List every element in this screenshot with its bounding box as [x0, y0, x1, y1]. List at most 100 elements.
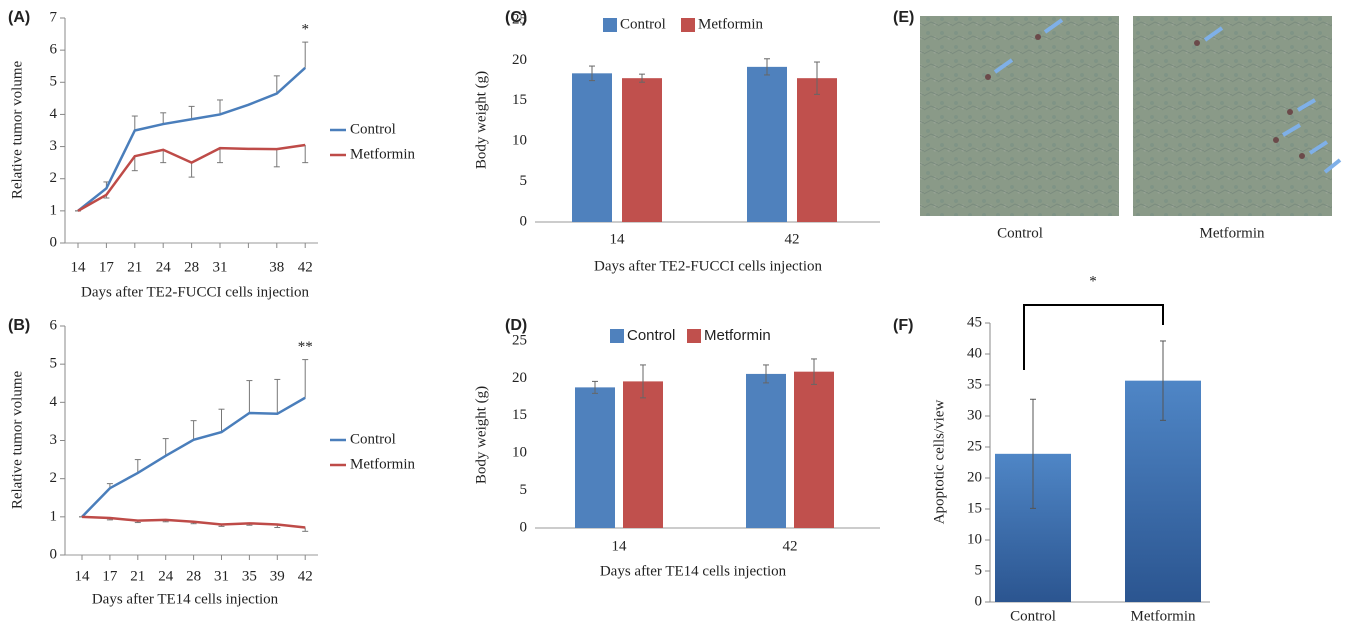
x-tick-label: 17 — [99, 259, 115, 275]
y-axis-label: Relative tumor volume — [9, 371, 25, 510]
y-tick-label: 5 — [50, 74, 58, 90]
x-tick-label: 14 — [610, 231, 626, 247]
bar — [747, 66, 787, 222]
apoptotic-cell — [1035, 34, 1041, 40]
x-tick-label: 38 — [269, 259, 284, 275]
y-tick-label: 35 — [967, 376, 982, 392]
apoptotic-cell — [985, 74, 991, 80]
y-tick-label: 0 — [520, 213, 528, 229]
y-tick-label: 2 — [50, 470, 58, 486]
x-tick-label: 14 — [75, 568, 91, 584]
y-tick-label: 45 — [967, 314, 982, 330]
error-bar — [134, 459, 141, 473]
panel-label: (B) — [8, 317, 30, 334]
legend-label: Control — [350, 431, 396, 447]
annotation: ** — [298, 339, 313, 355]
x-tick-label: 42 — [785, 231, 800, 247]
panel-label: (F) — [893, 317, 913, 334]
error-bar — [131, 156, 138, 172]
x-axis-label: Days after TE14 cells injection — [600, 563, 787, 579]
y-axis-label: Body weight (g) — [473, 386, 489, 484]
legend-label: Metformin — [698, 16, 763, 32]
y-tick-label: 1 — [50, 202, 58, 218]
error-bar — [302, 41, 309, 68]
panel-label: (E) — [893, 9, 914, 26]
legend-label: Metformin — [350, 456, 415, 472]
apoptotic-cell — [1287, 109, 1293, 115]
error-bar — [246, 380, 253, 414]
y-tick-label: 0 — [975, 593, 983, 609]
legend-label: Control — [620, 16, 666, 32]
legend-label: Metformin — [350, 146, 415, 162]
error-bar — [188, 162, 195, 178]
error-bar — [639, 73, 645, 83]
error-bar — [814, 61, 820, 95]
y-tick-label: 4 — [50, 394, 58, 410]
y-tick-label: 10 — [512, 133, 527, 149]
y-tick-label: 30 — [967, 407, 982, 423]
y-tick-label: 2 — [50, 170, 58, 186]
y-tick-label: 0 — [50, 546, 58, 562]
legend-label: Metformin — [704, 327, 771, 344]
data-line — [81, 515, 306, 529]
x-tick-label: 39 — [270, 568, 285, 584]
error-bar — [160, 112, 167, 125]
micrograph-image — [920, 16, 1119, 216]
bar — [572, 73, 612, 222]
x-axis-label: Days after TE2-FUCCI cells injection — [81, 284, 310, 300]
legend-label: Control — [350, 121, 396, 137]
x-tick-label: 42 — [298, 259, 313, 275]
x-tick-label: 21 — [127, 259, 142, 275]
panel-label: (A) — [8, 9, 30, 26]
y-tick-label: 0 — [50, 234, 58, 250]
y-axis-label: Relative tumor volume — [9, 61, 25, 200]
x-tick-label: Metformin — [1131, 608, 1196, 623]
legend-swatch — [681, 18, 695, 32]
y-tick-label: 5 — [50, 356, 58, 372]
y-tick-label: 40 — [967, 345, 982, 361]
annotation: * — [301, 22, 309, 38]
micrograph-image — [1133, 16, 1332, 216]
error-bar — [131, 115, 138, 131]
error-bar — [302, 359, 309, 398]
apoptotic-cell — [1299, 153, 1305, 159]
error-bar — [1160, 340, 1166, 421]
error-bar — [811, 358, 817, 385]
y-tick-label: 10 — [967, 531, 982, 547]
x-axis-label: Days after TE2-FUCCI cells injection — [594, 258, 823, 274]
error-bar — [188, 105, 195, 120]
x-tick-label: Control — [1010, 608, 1056, 623]
micrograph-label: Control — [997, 225, 1043, 241]
error-bar — [217, 148, 223, 164]
y-tick-label: 10 — [512, 445, 527, 461]
bar — [746, 373, 786, 528]
error-bar — [160, 149, 167, 164]
error-bar — [763, 364, 769, 384]
arrows — [993, 18, 1342, 174]
error-bar — [190, 420, 197, 440]
x-tick-label: 14 — [612, 538, 628, 554]
apoptotic-cell — [1194, 40, 1200, 46]
x-tick-label: 28 — [186, 568, 201, 584]
y-tick-label: 25 — [512, 332, 527, 348]
legend-label: Control — [627, 327, 675, 344]
error-bar — [302, 144, 309, 164]
panel-label: (D) — [505, 317, 527, 334]
y-tick-label: 15 — [512, 92, 527, 108]
error-bar — [764, 58, 770, 76]
y-tick-label: 15 — [967, 500, 982, 516]
error-bar — [162, 438, 169, 456]
x-tick-label: 14 — [71, 259, 87, 275]
x-tick-label: 17 — [102, 568, 118, 584]
data-line — [77, 66, 307, 212]
error-bar — [592, 380, 598, 394]
y-tick-label: 4 — [50, 106, 58, 122]
y-tick-label: 15 — [512, 407, 527, 423]
x-tick-label: 31 — [214, 568, 229, 584]
y-axis-label: Apoptotic cells/view — [931, 400, 947, 525]
error-bar — [273, 149, 280, 168]
x-tick-label: 24 — [158, 568, 174, 584]
y-tick-label: 6 — [50, 317, 58, 333]
x-tick-label: 24 — [156, 259, 172, 275]
error-bar — [217, 99, 223, 115]
